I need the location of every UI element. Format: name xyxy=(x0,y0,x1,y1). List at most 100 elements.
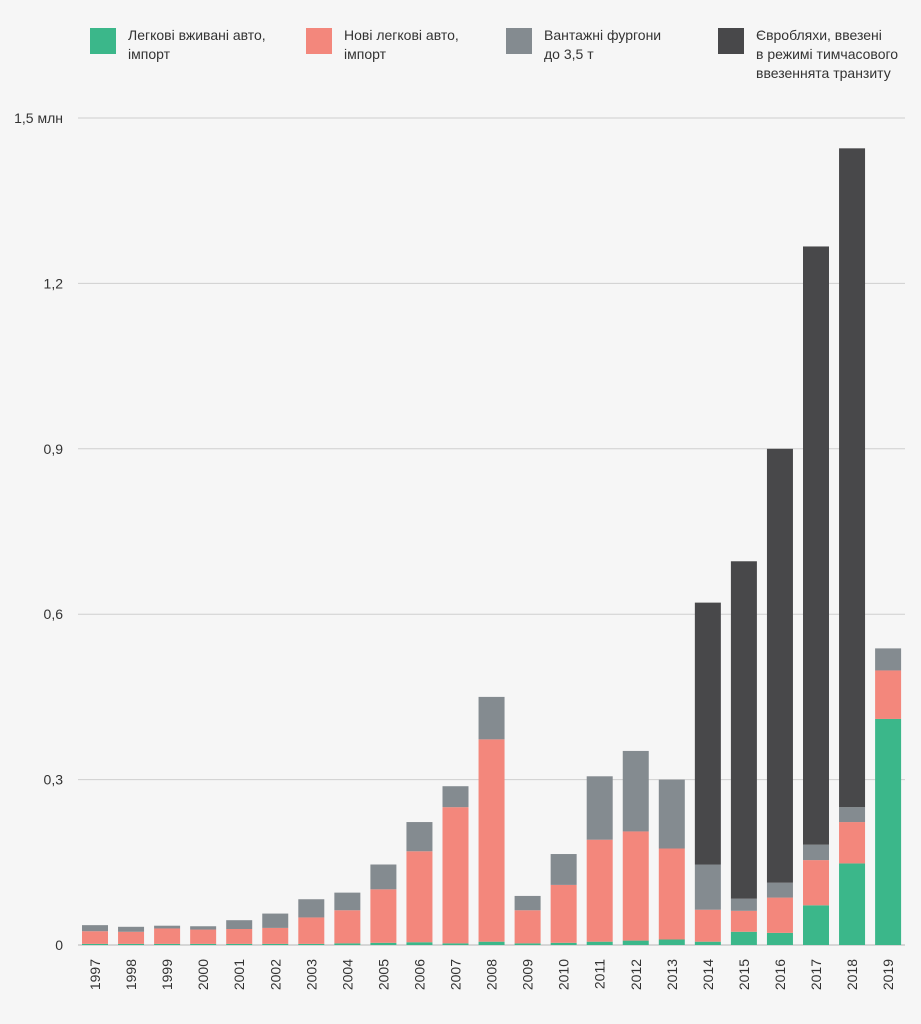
y-tick-label: 0 xyxy=(55,937,63,953)
bar-segment xyxy=(730,898,757,911)
bar-segment xyxy=(658,848,685,940)
x-tick-label: 2000 xyxy=(195,959,211,990)
bar-segment xyxy=(478,941,505,945)
x-tick-label: 2008 xyxy=(484,959,500,990)
legend-swatch xyxy=(506,28,532,54)
bar-segment xyxy=(442,786,469,808)
x-tick-label: 2011 xyxy=(592,959,608,989)
x-tick-label: 2001 xyxy=(231,959,247,990)
bar-segment xyxy=(730,561,757,899)
x-tick-label: 2004 xyxy=(339,959,355,990)
bar-segment xyxy=(82,943,108,945)
bar-segment xyxy=(334,892,361,911)
bar-segment xyxy=(370,889,397,943)
bar-segment xyxy=(478,739,505,942)
bar-segment xyxy=(694,864,721,910)
bar-segment xyxy=(622,940,649,945)
bar-segment xyxy=(118,926,145,932)
legend-item: Легкові вживані авто, імпорт xyxy=(90,26,266,64)
bar-segment xyxy=(658,939,685,945)
bar-segment xyxy=(478,696,505,740)
x-tick-label: 2015 xyxy=(736,959,752,990)
bar-segment xyxy=(694,909,721,942)
x-tick-label: 1997 xyxy=(87,959,103,990)
bar-segment xyxy=(190,926,217,930)
bar-segment xyxy=(118,943,145,945)
bar-segment xyxy=(730,931,757,945)
bar-segment xyxy=(514,910,541,944)
x-tick-label: 2012 xyxy=(628,959,644,990)
legend-swatch xyxy=(90,28,116,54)
x-tick-label: 2009 xyxy=(520,959,536,990)
x-tick-label: 2017 xyxy=(808,959,824,990)
x-axis-ticks: 1997 1998 1999 2000 2001 2002 2003 2004 2005 2006… xyxy=(87,959,896,990)
x-tick-label: 2016 xyxy=(772,959,788,990)
bar-segment xyxy=(334,943,361,945)
bar-segment xyxy=(803,246,829,845)
bar-segment xyxy=(262,943,289,945)
bar-segment xyxy=(406,822,433,852)
bar-segment xyxy=(442,807,469,944)
bar-segment xyxy=(298,943,325,945)
legend-item: Вантажні фургони до 3,5 т xyxy=(506,26,661,64)
bar-segment xyxy=(586,776,613,840)
x-tick-label: 2006 xyxy=(411,959,427,990)
bar-segment xyxy=(514,943,541,945)
x-tick-label: 2007 xyxy=(448,959,464,990)
x-tick-label: 2010 xyxy=(556,959,572,990)
bar-segment xyxy=(406,942,433,945)
legend-swatch xyxy=(718,28,744,54)
bar-segment xyxy=(730,910,757,932)
bar-segment xyxy=(622,831,649,941)
bar-segment xyxy=(875,670,902,719)
bar-segment xyxy=(766,897,793,933)
bar-segment xyxy=(226,943,253,945)
bar-segment xyxy=(875,648,902,671)
x-tick-label: 2013 xyxy=(664,959,680,990)
legend-label: Нові легкові авто, імпорт xyxy=(344,27,459,62)
bar-segment xyxy=(586,839,613,942)
bar-segment xyxy=(298,899,325,918)
bar-segment xyxy=(586,941,613,945)
x-tick-label: 2005 xyxy=(375,959,391,990)
bar-segment xyxy=(190,929,217,944)
y-tick-label: 1,5 млн xyxy=(14,110,63,126)
bar-segment xyxy=(370,942,397,945)
bar-segment xyxy=(154,943,181,945)
bar-segment xyxy=(803,844,829,861)
y-axis-ticks: 0 0,3 0,6 0,9 1,2 1,5 млн xyxy=(14,110,63,953)
bar-segment xyxy=(262,913,289,928)
bar-segment xyxy=(694,941,721,945)
bar-segment xyxy=(803,905,829,945)
bar-segment xyxy=(334,910,361,944)
x-tick-label: 2018 xyxy=(844,959,860,990)
bar-segment xyxy=(839,822,866,864)
y-tick-label: 0,3 xyxy=(44,772,64,788)
x-tick-label: 2002 xyxy=(267,959,283,990)
bar-segment xyxy=(875,718,902,945)
legend-item: Нові легкові авто, імпорт xyxy=(306,26,459,64)
bars xyxy=(82,148,902,945)
bar-segment xyxy=(298,917,325,944)
bar-segment xyxy=(226,920,253,930)
bar-segment xyxy=(550,854,577,885)
bar-segment xyxy=(154,928,181,944)
bar-segment xyxy=(803,860,829,906)
x-tick-label: 1999 xyxy=(159,959,175,990)
bar-segment xyxy=(839,807,866,823)
bar-segment xyxy=(514,895,541,911)
bar-segment xyxy=(839,863,866,945)
x-tick-label: 2003 xyxy=(303,959,319,990)
y-tick-label: 1,2 xyxy=(44,275,64,291)
bar-segment xyxy=(658,779,685,849)
y-tick-label: 0,9 xyxy=(44,441,64,457)
x-tick-label: 1998 xyxy=(123,959,139,990)
bar-segment xyxy=(694,602,721,865)
bar-segment xyxy=(370,864,397,890)
bar-segment xyxy=(82,925,108,932)
bar-segment xyxy=(622,750,649,832)
legend-label: Євробляхи, ввезені в режимі тимчасового … xyxy=(756,27,899,81)
bar-segment xyxy=(550,942,577,945)
